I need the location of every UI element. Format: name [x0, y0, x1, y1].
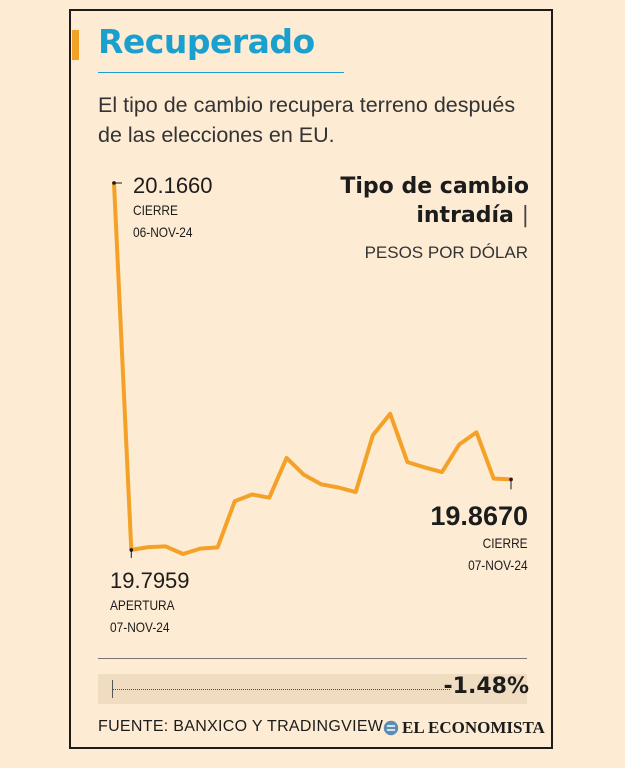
- divider-line: [98, 658, 527, 659]
- publisher-logo: EL ECONOMISTA: [383, 718, 545, 738]
- chart-title-separator: |: [521, 203, 529, 228]
- series-line: [112, 181, 513, 556]
- title-underline: [98, 72, 344, 73]
- chart-unit: PESOS POR DÓLAR: [364, 243, 528, 262]
- source-text: FUENTE: BANXICO Y TRADINGVIEW: [98, 718, 384, 735]
- prev-close-date: 06-NOV-24: [133, 224, 193, 240]
- close-label: CIERRE: [483, 535, 528, 551]
- open-date: 07-NOV-24: [110, 619, 170, 635]
- close-date: 07-NOV-24: [468, 557, 528, 573]
- open-label: APERTURA: [110, 597, 175, 613]
- change-leader-line: [112, 689, 450, 690]
- page-title: Recuperado: [98, 22, 315, 61]
- chart-frame: [69, 9, 553, 749]
- change-value: -1.48%: [443, 674, 529, 699]
- prev-close-annotation: 20.1660 CIERRE 06-NOV-24: [133, 173, 213, 243]
- close-annotation: 19.8670 CIERRE 07-NOV-24: [430, 500, 528, 576]
- page-subtitle: El tipo de cambio recupera terreno despu…: [98, 93, 516, 147]
- prev-close-label: CIERRE: [133, 202, 178, 218]
- close-value: 19.8670: [430, 501, 528, 531]
- chart-title-line1: Tipo de cambio: [340, 174, 529, 199]
- chart-title-line2: intradía: [416, 203, 514, 228]
- publisher-name: EL ECONOMISTA: [402, 718, 545, 737]
- title-accent-bar: [72, 30, 79, 60]
- economista-logo-icon: [383, 720, 399, 736]
- prev-close-value: 20.1660: [133, 173, 213, 198]
- marker-layer: [112, 181, 513, 558]
- open-annotation: 19.7959 APERTURA 07-NOV-24: [110, 568, 190, 638]
- open-value: 19.7959: [110, 568, 190, 593]
- chart-title: Tipo de cambio intradía |: [340, 172, 529, 230]
